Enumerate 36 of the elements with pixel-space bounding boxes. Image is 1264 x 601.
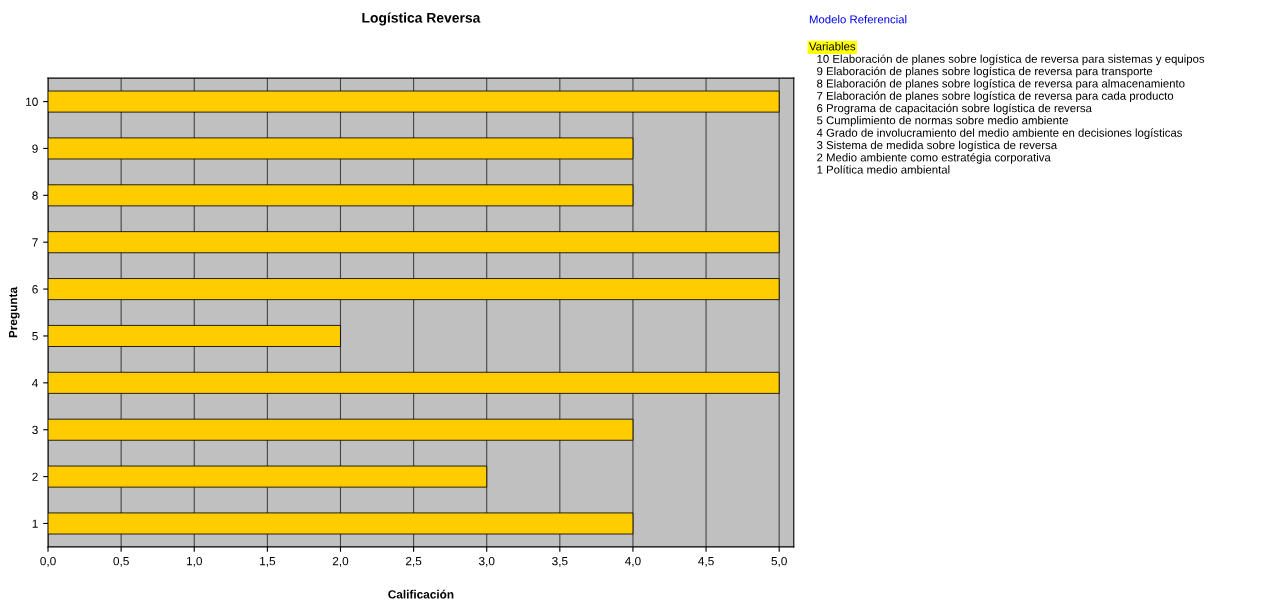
y-tick-label: 7 xyxy=(32,238,38,247)
x-axis-title: Calificación xyxy=(388,589,454,599)
x-tick-label: 4,5 xyxy=(698,557,714,567)
x-tick-label: 1,5 xyxy=(260,557,276,567)
text: 7 Elaboración de planes sobre logística de reversa para cada producto xyxy=(817,91,1174,103)
x-tick-label: 1,0 xyxy=(186,556,202,567)
text: 10 Elaboración de planes sobre logística de reversa para sistemas y equipos xyxy=(817,54,1205,66)
x-tick-label: 0,0 xyxy=(40,556,56,567)
y-tick-label: 5 xyxy=(32,332,38,341)
text: 4 Grado de involucramiento del medio ambiente en decisiones logísticas xyxy=(816,128,1183,140)
x-tick-label: 2,0 xyxy=(332,556,349,567)
x-tick-label: 0,5 xyxy=(113,556,129,567)
y-tick-label: 6 xyxy=(32,285,38,294)
y-tick-label: 1 xyxy=(32,519,38,528)
y-tick-label: 9 xyxy=(32,144,38,153)
text: 1 Política medio ambiental xyxy=(817,165,950,174)
text: 9 Elaboración de planes sobre logística de reversa para transporte xyxy=(817,66,1153,78)
x-tick-label: 5,0 xyxy=(771,556,787,567)
x-tick-label: 3,0 xyxy=(478,556,495,567)
y-axis-title: Pregunta xyxy=(9,286,20,338)
x-tick-label: 4,0 xyxy=(625,556,641,567)
x-tick-label: 2,5 xyxy=(405,556,422,567)
y-tick-label: 3 xyxy=(32,425,38,435)
text: 8 Elaboración de planes sobre logística de reversa para almacenamiento xyxy=(817,79,1185,90)
text: 5 Cumplimiento de normas sobre medio ambiente xyxy=(817,115,1068,127)
chart-title: Logística Reversa xyxy=(362,12,481,26)
y-tick-label: 2 xyxy=(32,472,38,481)
y-tick-label: 10 xyxy=(26,97,38,106)
text: 2 Medio ambiente como estratégia corporativa xyxy=(817,152,1051,164)
x-tick-label: 3,5 xyxy=(552,556,568,567)
text: 6 Programa de capacitación sobre logística de reversa xyxy=(817,103,1092,115)
text: 3 Sistema de medida sobre logística de reversa xyxy=(816,140,1058,152)
text: Variables xyxy=(809,42,856,51)
text: Modelo Referencial xyxy=(809,15,907,24)
y-tick-label: 8 xyxy=(32,191,38,200)
y-tick-label: 4 xyxy=(32,378,38,388)
